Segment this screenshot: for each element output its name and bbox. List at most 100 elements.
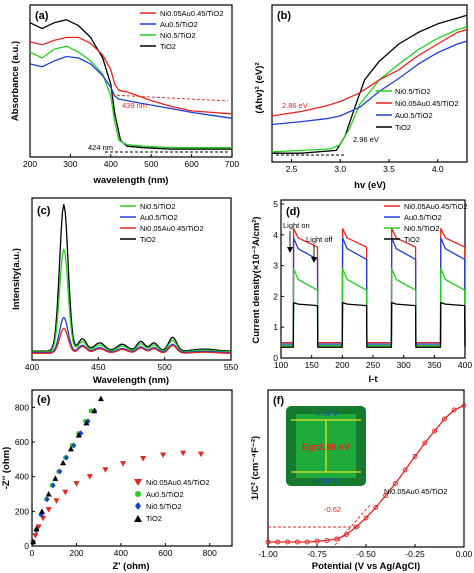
scatter-point: [120, 461, 127, 467]
panel-a-annotation-424: 424 nm: [88, 143, 113, 152]
scatter-point: [33, 525, 40, 532]
legend-label: Ni0.05Au0.45/TiO2: [146, 478, 210, 487]
scatter-point: [35, 524, 42, 530]
panel-c-frame: [31, 197, 232, 361]
panel-e-series: [30, 395, 204, 546]
x-tick-label: 0.00: [456, 549, 473, 559]
x-tick-label: 600: [158, 548, 172, 558]
x-tick-label: 400: [458, 360, 472, 370]
scatter-point: [197, 451, 204, 458]
legend-label: Ni0.05Au0.45/TiO2: [160, 9, 224, 18]
y-tick-label: 800: [15, 402, 29, 412]
panel-b-series: [271, 14, 468, 154]
x-tick-label: 800: [203, 548, 217, 558]
y-tick-label: 200: [15, 506, 29, 516]
series-point: [441, 416, 447, 422]
series-line-blue: [281, 237, 466, 345]
scatter-point: [73, 481, 80, 487]
series-line-green: [32, 248, 231, 353]
series-point: [373, 505, 379, 510]
scatter-point: [180, 450, 187, 457]
panel-a-dashed-red: [111, 94, 229, 102]
series-line-red: [29, 36, 233, 115]
inset-middle-label: Eg=2.86 eV: [302, 442, 350, 452]
series-line-red: [32, 327, 231, 354]
panel-d: (d) Light on Light off Ni0.05Au0.45/TiO2…: [251, 199, 472, 385]
x-tick-label: -0.75: [307, 549, 327, 559]
x-tick-label: -1.00: [258, 549, 278, 559]
scatter-point: [71, 442, 77, 449]
scatter-point: [102, 467, 109, 473]
scatter-point: [62, 489, 69, 496]
panel-f-letter: (f): [273, 395, 284, 407]
series-line-blue: [32, 316, 231, 354]
panel-d-arrowhead-on: [287, 247, 293, 253]
series-point: [324, 538, 330, 543]
scatter-point: [75, 432, 82, 438]
x-tick-label: 500: [144, 159, 158, 169]
x-tick-label: -0.50: [356, 549, 376, 559]
panel-a-series: [29, 19, 233, 150]
x-tick-label: 100: [274, 360, 288, 370]
x-tick-label: 400: [104, 159, 118, 169]
series-point: [461, 403, 467, 408]
panel-c-series: [32, 203, 231, 354]
panel-b-annotation-296: 2.96 eV: [353, 135, 379, 144]
series-point: [285, 539, 291, 545]
scatter-point: [52, 475, 59, 481]
panel-e-legend: Ni0.05Au0.45/TiO2 Au0.5/TiO2 Ni0.5/TiO2 …: [134, 478, 210, 523]
panel-a-xlabel: wavelength (nm): [93, 175, 169, 186]
series-line-green: [29, 45, 232, 149]
legend-label: TiO2: [395, 123, 411, 132]
y-tick-label: 600: [15, 437, 29, 447]
legend-label: Ni0.05Au0.45/TiO2: [404, 202, 468, 211]
x-tick-label: 400: [114, 548, 128, 558]
x-tick-label: 3.5: [383, 164, 395, 174]
x-tick-label: 300: [63, 159, 77, 169]
legend-label: TiO2: [146, 514, 162, 523]
panel-d-xlabel: I-t: [369, 374, 379, 385]
legend-label: Ni0.5/TiO2: [160, 31, 196, 40]
legend-label: TiO2: [404, 235, 420, 244]
scatter-point: [45, 491, 52, 497]
y-tick-label: 4: [273, 230, 278, 240]
panel-e-ticks: 0 200 400 600 800 0 200 400 600 800: [15, 402, 217, 558]
scatter-point: [91, 407, 98, 414]
scatter-point: [63, 454, 69, 461]
x-tick-label: 200: [335, 360, 349, 370]
scatter-point: [45, 507, 52, 513]
x-tick-label: 600: [185, 159, 199, 169]
panel-e: (e) Ni0.05Au0.45/TiO2 Au0.5/TiO2 Ni0.5/T…: [1, 389, 233, 572]
series-line-blue: [29, 55, 233, 119]
series-point: [392, 481, 398, 486]
x-tick-label: 200: [69, 548, 83, 558]
panel-a-letter: (a): [35, 10, 49, 22]
panel-f-xlabel: Potential (V vs Ag/AgCl): [312, 561, 420, 572]
y-tick-label: 3: [273, 261, 278, 271]
series-point: [412, 454, 418, 459]
legend-marker-tri-down: [134, 479, 142, 486]
scatter-point: [97, 395, 104, 402]
panel-c-legend: Ni0.5/TiO2 Au0.5/TiO2 Ni0.05Au0.45/TiO2 …: [120, 202, 204, 244]
panel-d-arrowhead-off: [311, 257, 317, 263]
panel-b-letter: (b): [277, 10, 291, 22]
x-tick-label: 200: [23, 159, 37, 169]
series-line-green: [281, 268, 466, 347]
series-line-red: [271, 28, 468, 117]
scatter-point: [53, 498, 60, 504]
y-tick-label: 1: [273, 322, 278, 332]
panel-c-xlabel: Wavelength (nm): [93, 375, 169, 386]
panel-f-inset: -0.52 V Eg=2.86 eV +2.34 V: [286, 406, 366, 486]
inset-bottom-label: +2.34 V: [313, 476, 339, 485]
panel-b-annotation-286: 2.86 eV: [282, 101, 308, 110]
legend-marker-diamond: [135, 502, 141, 510]
panel-c-letter: (c): [37, 205, 51, 217]
panel-c-ylabel: Intensity(a.u.): [11, 248, 22, 310]
scatter-point: [83, 419, 90, 426]
panel-f-dashed-fit: [334, 504, 371, 546]
legend-label: Au0.5/TiO2: [395, 111, 433, 120]
panel-c-x-ticks: 400 450 500 550: [25, 357, 238, 372]
panel-a: (a) 439 nm 424 nm Ni0.05Au0.45/TiO2 Au0.…: [10, 4, 239, 186]
series-point: [422, 440, 428, 446]
legend-label: Ni0.5/TiO2: [404, 224, 440, 233]
